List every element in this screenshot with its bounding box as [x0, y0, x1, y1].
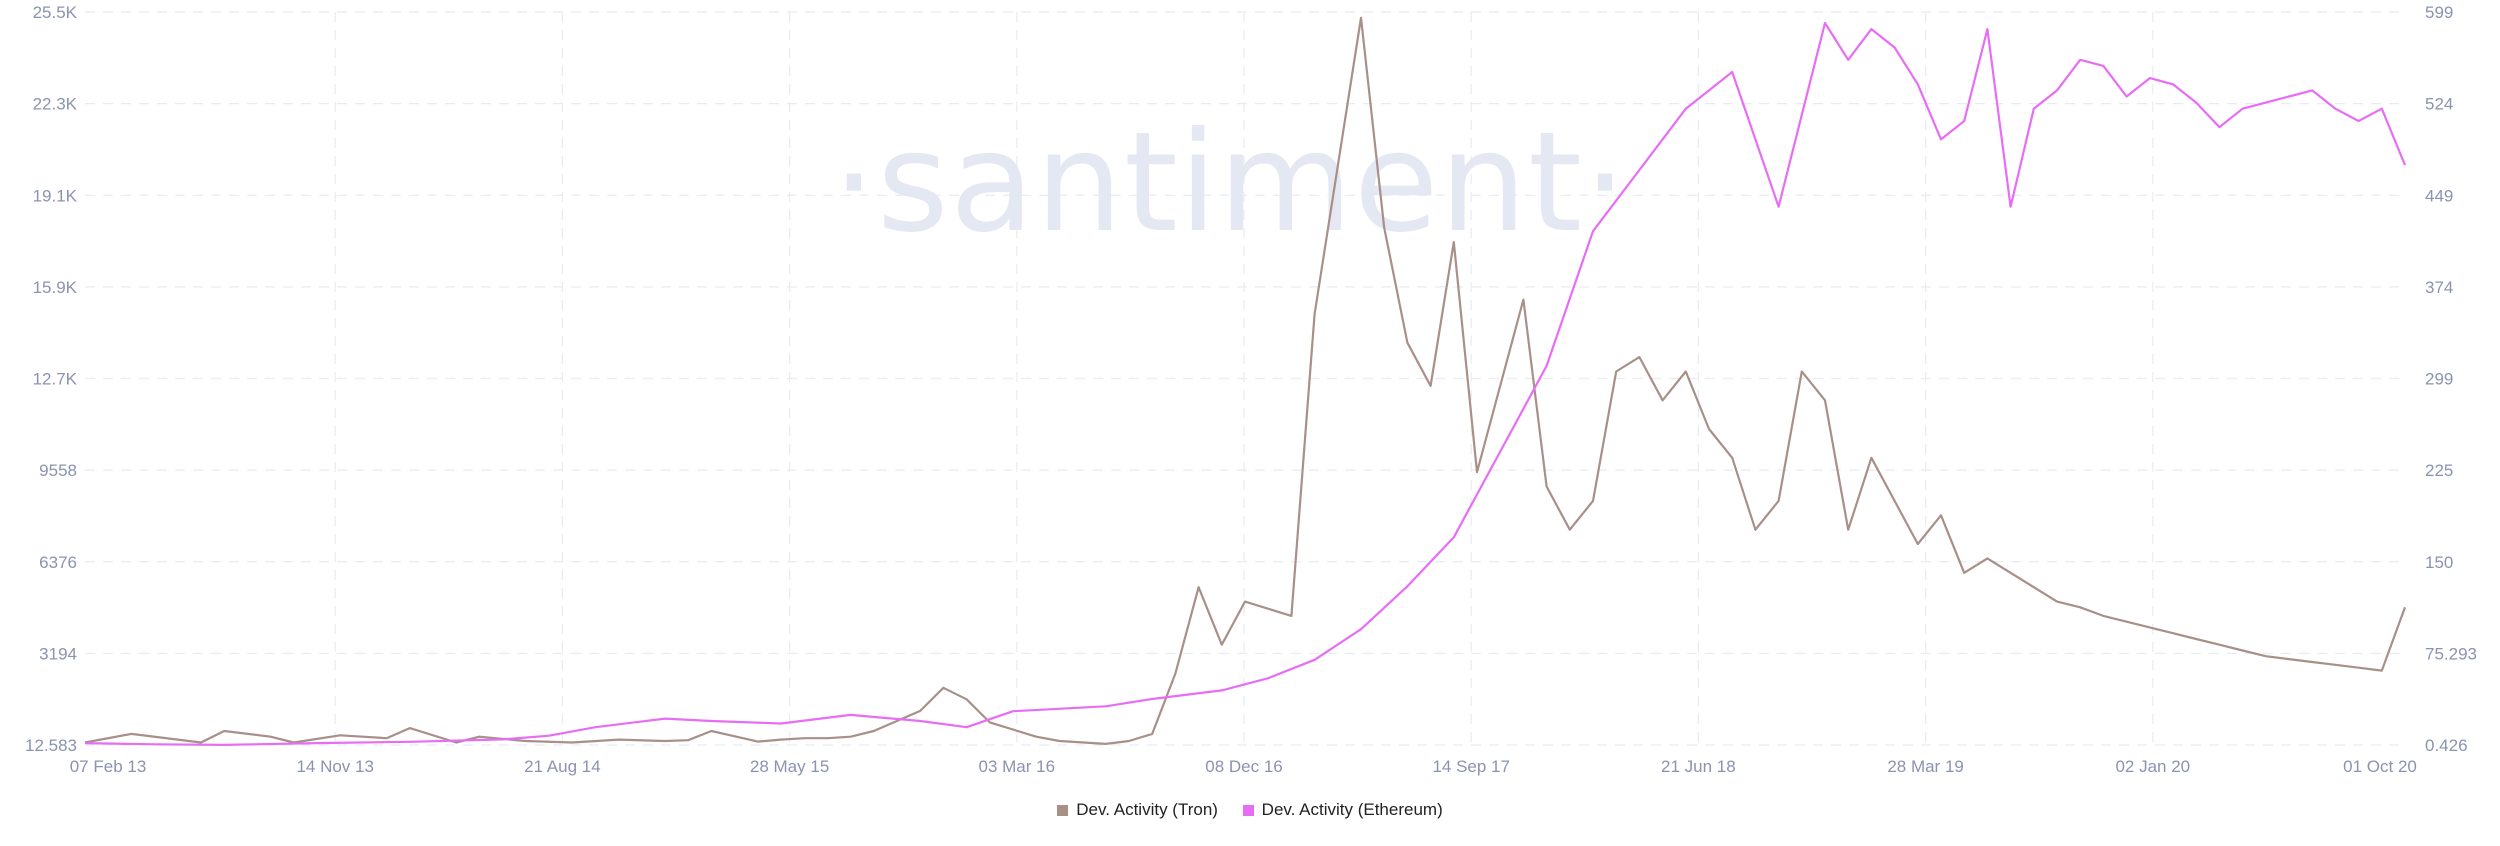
- y-right-tick-label: 0.426: [2425, 736, 2468, 755]
- legend-label-ethereum: Dev. Activity (Ethereum): [1261, 800, 1443, 819]
- x-tick-label: 14 Sep 17: [1432, 757, 1510, 776]
- x-tick-label: 14 Nov 13: [296, 757, 374, 776]
- x-tick-label: 07 Feb 13: [70, 757, 147, 776]
- x-tick-label: 03 Mar 16: [979, 757, 1056, 776]
- x-tick-label: 21 Aug 14: [524, 757, 601, 776]
- y-right-tick-label: 599: [2425, 3, 2453, 22]
- y-left-tick-label: 12.7K: [33, 370, 78, 389]
- y-right-tick-label: 524: [2425, 95, 2453, 114]
- y-left-tick-label: 6376: [39, 553, 77, 572]
- right-y-axis: 0.426 75.293 150 225 299 374 449 524 599: [2425, 3, 2477, 755]
- legend-swatch-tron: [1057, 804, 1069, 816]
- ethereum-dev-activity-line: [84, 21, 2407, 747]
- y-right-tick-label: 374: [2425, 278, 2453, 297]
- y-left-tick-label: 3194: [39, 644, 77, 663]
- x-tick-label: 21 Jun 18: [1661, 757, 1736, 776]
- legend-swatch-ethereum: [1242, 804, 1254, 816]
- chart-legend: Dev. Activity (Tron) Dev. Activity (Ethe…: [0, 800, 2500, 821]
- tron-dev-activity-line: [84, 16, 2407, 746]
- y-left-tick-label: 9558: [39, 461, 77, 480]
- legend-item-tron[interactable]: Dev. Activity (Tron): [1057, 800, 1218, 820]
- x-tick-label: 01 Oct 20: [2343, 757, 2417, 776]
- y-left-tick-label: 25.5K: [33, 3, 78, 22]
- legend-label-tron: Dev. Activity (Tron): [1076, 800, 1218, 819]
- x-axis: 07 Feb 13 14 Nov 13 21 Aug 14 28 May 15 03 M…: [70, 757, 2417, 776]
- y-right-tick-label: 449: [2425, 186, 2453, 205]
- grid-lines: [85, 11, 2405, 746]
- x-tick-label: 28 Mar 19: [1887, 757, 1964, 776]
- x-tick-label: 28 May 15: [750, 757, 829, 776]
- y-left-tick-label: 15.9K: [33, 278, 78, 297]
- y-left-tick-label: 12.583: [25, 736, 77, 755]
- santiment-watermark: ·santiment·: [832, 102, 1628, 263]
- y-right-tick-label: 150: [2425, 553, 2453, 572]
- y-right-tick-label: 75.293: [2425, 644, 2477, 663]
- y-right-tick-label: 225: [2425, 461, 2453, 480]
- series-lines: [84, 16, 2407, 747]
- y-right-tick-label: 299: [2425, 370, 2453, 389]
- x-tick-label: 02 Jan 20: [2115, 757, 2190, 776]
- x-tick-label: 08 Dec 16: [1205, 757, 1283, 776]
- left-y-axis: 12.583 3194 6376 9558 12.7K 15.9K 19.1K 22.3K 25…: [25, 3, 78, 755]
- y-left-tick-label: 22.3K: [33, 95, 78, 114]
- legend-item-ethereum[interactable]: Dev. Activity (Ethereum): [1242, 800, 1443, 820]
- y-left-tick-label: 19.1K: [33, 186, 78, 205]
